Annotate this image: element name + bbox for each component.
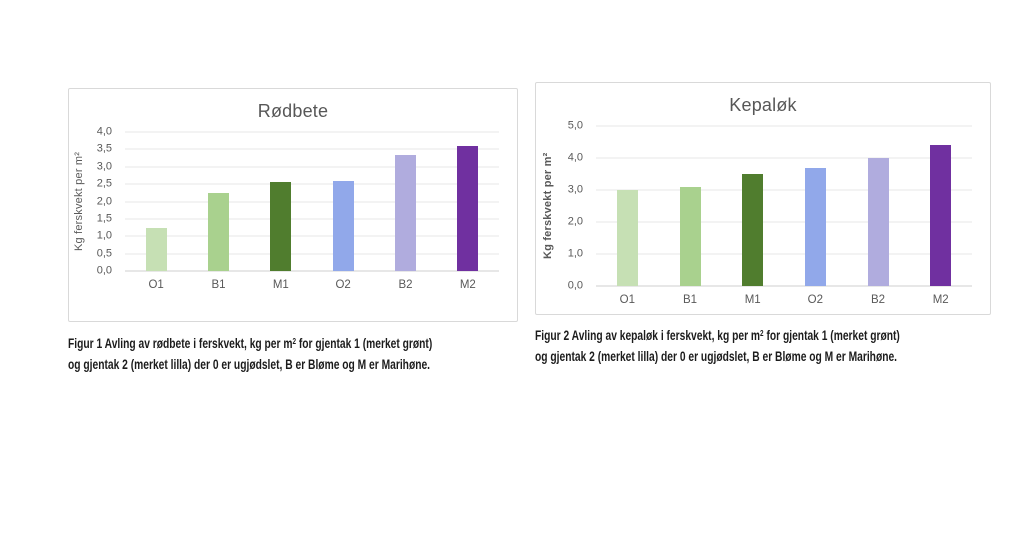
plot-area [596,125,972,287]
x-axis-label: B2 [398,279,413,291]
y-tick-label: 4,0 [567,151,583,164]
gridline [596,253,972,255]
gridline [596,125,972,127]
x-axis-label: B1 [211,279,226,291]
y-tick-label: 1,0 [567,247,583,260]
gridline [125,131,499,133]
bar-cell [250,132,312,271]
bar-M1 [742,174,764,286]
y-tick-label: 2,0 [96,195,112,207]
gridline [125,253,499,255]
y-tick-label: 0,0 [96,264,112,277]
bar-O1 [616,190,638,286]
gridline [125,218,499,220]
chart-panel-kepalok: Kepaløk Kg ferskvekt per m² 0,0 1,0 2,0 3,0… [535,82,991,315]
x-axis-label: O1 [148,279,164,291]
x-axis-label: M2 [459,279,476,291]
y-axis-ticks: 0,0 0,5 1,0 1,5 2,0 2,5 3,0 3,5 4,0 [83,126,119,276]
chart-title: Rødbete [257,101,329,121]
y-tick-label: 5,0 [567,119,583,132]
caption-line-1: Figur 1 Avling av rødbete i ferskvekt, k… [68,336,433,351]
gridline [596,157,972,159]
bar-M2 [457,145,479,271]
gridline [125,235,499,237]
bar-cell [437,132,499,271]
bar-cell [847,126,910,286]
gridline [596,189,972,191]
bar-cell [187,132,249,271]
bar-cell [125,132,187,271]
y-tick-label: 2,0 [567,215,583,228]
bar-cell [596,126,659,286]
y-axis-ticks: 0,0 1,0 2,0 3,0 4,0 5,0 [552,120,590,291]
bar-M1 [270,182,292,271]
bar-cell [909,126,972,286]
chart-panel-rodbete: Rødbete Kg ferskvekt per m² 0,0 0,5 1,0 1,5… [68,88,518,322]
x-axis-label: M1 [272,279,289,291]
y-tick-label: 4,0 [96,125,112,138]
x-axis-label: O1 [619,294,635,306]
bar-cell [312,132,374,271]
y-tick-label: 0,0 [567,279,583,292]
y-tick-label: 3,0 [567,183,583,196]
bar-cell [784,126,847,286]
gridline [125,201,499,202]
bar-O2 [332,180,354,271]
figure-1-caption: Figur 1 Avling av rødbete i ferskvekt, k… [68,334,518,375]
x-axis-label: M2 [932,294,949,306]
bar-B1 [679,186,701,286]
chart-title: Kepaløk [729,95,797,115]
bar-cell [659,126,722,286]
gridline [596,221,972,223]
bar-O2 [804,167,826,286]
superscript-2: 2 [760,328,764,339]
y-tick-label: 1,5 [96,212,112,225]
x-axis-label: B2 [870,294,886,306]
caption-line-1: Figur 2 Avling av kepaløk i ferskvekt, k… [535,328,900,343]
x-axis-labels: O1 B1 M1 O2 B2 M2 [596,294,972,306]
bars-row [596,126,972,286]
bar-B2 [394,154,416,271]
plot-area [125,131,499,272]
bar-B1 [207,192,229,271]
figure-2-kepalok: Kepaløk Kg ferskvekt per m² 0,0 1,0 2,0 3,0… [535,82,991,367]
bar-cell [374,132,436,271]
gridline [125,166,499,168]
figure-2-caption: Figur 2 Avling av kepaløk i ferskvekt, k… [535,326,991,367]
y-tick-label: 2,5 [96,177,112,190]
x-axis-label: M1 [744,294,761,306]
x-axis-line [596,285,972,287]
y-tick-label: 1,0 [96,229,112,242]
caption-line-2: og gjentak 2 (merket lilla) der 0 er ugj… [535,349,898,364]
figure-1-rodbete: Rødbete Kg ferskvekt per m² 0,0 0,5 1,0 1,5… [68,88,518,375]
gridline [125,183,499,185]
bar-M2 [930,145,952,286]
caption-line-2: og gjentak 2 (merket lilla) der 0 er ugj… [68,357,431,372]
y-tick-label: 0,5 [96,247,112,260]
y-tick-label: 3,0 [96,160,112,173]
bar-B2 [867,158,889,286]
bar-cell [721,126,784,286]
x-axis-labels: O1 B1 M1 O2 B2 M2 [125,279,499,291]
bar-O1 [145,227,167,271]
x-axis-label: O2 [807,294,824,306]
x-axis-label: O2 [335,279,351,291]
x-axis-label: B1 [682,294,698,306]
x-axis-line [125,270,499,272]
superscript-2: 2 [292,336,296,347]
y-tick-label: 3,5 [96,142,112,155]
bars-row [125,132,499,271]
gridline [125,148,499,150]
